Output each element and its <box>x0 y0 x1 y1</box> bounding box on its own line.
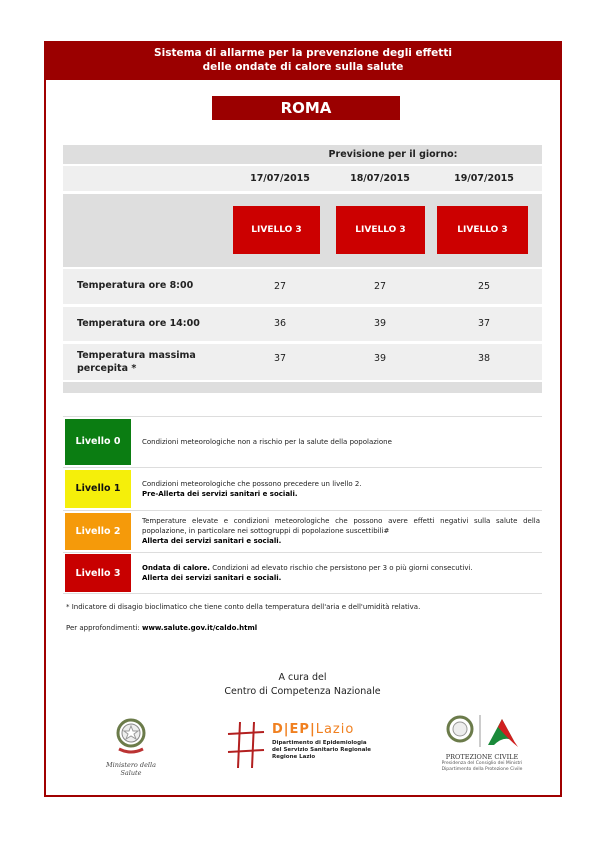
temp-row-label: Temperatura ore 14:00 <box>77 318 200 329</box>
forecast-label-row: Previsione per il giorno: <box>63 145 542 164</box>
dep-line-2: del Servizio Sanitario Regionale <box>272 747 372 753</box>
temp-row-label: Temperatura massima percepita * <box>77 350 196 374</box>
temp-value: 27 <box>273 281 287 292</box>
pc-name: PROTEZIONE CIVILE <box>445 753 519 761</box>
temp-row: Temperatura massima percepita * 37 39 38 <box>63 344 542 380</box>
date-day-1: 17/07/2015 <box>250 173 310 184</box>
legend-row-level-2: Livello 2 Temperature elevate e condizio… <box>63 510 542 551</box>
level-1-alert: Pre-Allerta dei servizi sanitari e socia… <box>142 489 298 498</box>
dep-grid-icon <box>227 721 265 769</box>
credits-line-2: Centro di Competenza Nazionale <box>224 686 381 697</box>
dep-lazio-logo: D|EP|Lazio Dipartimento di Epidemiologia… <box>226 720 376 770</box>
date-day-2: 18/07/2015 <box>350 173 410 184</box>
level-2-swatch: Livello 2 <box>65 512 131 550</box>
protezione-civile-logo: PROTEZIONE CIVILE Presidenza del Consigl… <box>437 713 527 773</box>
city-title: ROMA <box>212 96 400 120</box>
credits-line-1: A cura del <box>278 672 327 683</box>
dep-line-1: Dipartimento di Epidemiologia <box>272 740 367 746</box>
level-2-alert: Allerta dei servizi sanitari e sociali. <box>142 537 282 545</box>
footnote: * Indicatore di disagio bioclimatico che… <box>66 603 421 611</box>
levels-row: LIVELLO 3 LIVELLO 3 LIVELLO 3 <box>63 194 542 267</box>
dep-line-3: Regione Lazio <box>272 754 316 760</box>
temp-value: 37 <box>273 353 287 364</box>
level-badge-day-3: LIVELLO 3 <box>437 206 528 254</box>
header-line-1: Sistema di allarme per la prevenzione de… <box>154 47 452 59</box>
level-1-swatch: Livello 1 <box>65 469 131 508</box>
temp-value: 36 <box>273 318 287 329</box>
more-info-label: Per approfondimenti: <box>66 624 140 632</box>
temp-value: 27 <box>373 281 387 292</box>
level-3-alert: Allerta dei servizi sanitari e sociali. <box>142 574 282 582</box>
level-3-heading: Ondata di calore. <box>142 564 210 572</box>
legend-row-level-1: Livello 1 Condizioni meteorologiche che … <box>63 467 542 509</box>
page-frame <box>44 41 562 797</box>
temp-row: Temperatura ore 14:00 36 39 37 <box>63 307 542 341</box>
header-line-2: delle ondate di calore sulla salute <box>202 61 404 73</box>
more-info-link[interactable]: www.salute.gov.it/caldo.html <box>141 624 258 632</box>
dep-region: Lazio <box>315 722 355 737</box>
ministero-name: Ministero della Salute <box>106 761 156 777</box>
level-0-desc: Condizioni meteorologiche non a rischio … <box>142 438 392 446</box>
temp-value: 37 <box>477 318 491 329</box>
header-banner: Sistema di allarme per la prevenzione de… <box>44 41 562 80</box>
dep-name: D|EP| <box>272 722 316 737</box>
date-day-3: 19/07/2015 <box>454 173 514 184</box>
pc-line-2: Dipartimento della Protezione Civile <box>441 767 523 772</box>
level-badge-day-1: LIVELLO 3 <box>233 206 320 254</box>
legend-row-level-3: Livello 3 Ondata di calore. Condizioni a… <box>63 552 542 594</box>
level-2-desc: Temperature elevate e condizioni meteoro… <box>142 517 540 535</box>
temp-row-label: Temperatura ore 8:00 <box>77 280 194 291</box>
temp-value: 39 <box>373 353 387 364</box>
pc-line-1: Presidenza del Consiglio dei Ministri <box>441 761 523 766</box>
level-3-swatch: Livello 3 <box>65 554 131 592</box>
level-badge-day-2: LIVELLO 3 <box>336 206 425 254</box>
temp-value: 38 <box>477 353 491 364</box>
level-0-swatch: Livello 0 <box>65 418 131 465</box>
protezione-civile-emblem-icon <box>446 715 518 747</box>
temp-value: 39 <box>373 318 387 329</box>
legend-row-level-0: Livello 0 Condizioni meteorologiche non … <box>63 416 542 466</box>
level-3-desc: Condizioni ad elevato rischio che persis… <box>212 564 473 572</box>
temp-row: Temperatura ore 8:00 27 27 25 <box>63 269 542 304</box>
level-1-desc: Condizioni meteorologiche che possono pr… <box>142 479 362 488</box>
dates-row: 17/07/2015 18/07/2015 19/07/2015 <box>63 166 542 191</box>
table-footer-strip <box>63 382 542 393</box>
temp-value: 25 <box>477 281 491 292</box>
italian-emblem-icon <box>116 718 146 754</box>
ministero-logo: Ministero della Salute <box>95 715 167 777</box>
forecast-label: Previsione per il giorno: <box>328 149 458 160</box>
